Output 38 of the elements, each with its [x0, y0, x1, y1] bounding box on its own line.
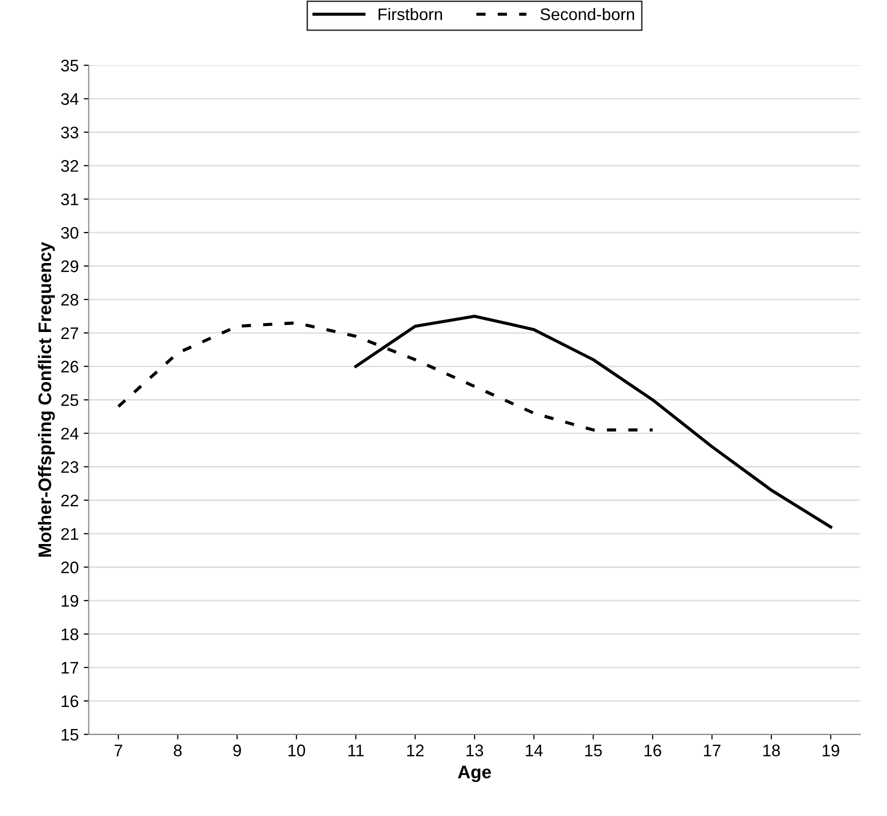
x-tick-label: 10 — [288, 744, 306, 756]
x-tick-label: 7 — [114, 744, 122, 756]
x-tick-label: 15 — [585, 744, 602, 756]
y-tick-label: 22 — [61, 494, 78, 506]
x-tick-label: 8 — [174, 744, 182, 756]
x-tick-label: 16 — [644, 744, 662, 756]
y-tick-label: 18 — [62, 628, 78, 640]
y-tick-label: 21 — [61, 528, 78, 540]
x-tick-label: 14 — [526, 744, 543, 756]
y-tick-label: 31 — [61, 194, 78, 206]
y-tick-label: 25 — [61, 394, 78, 406]
x-tick-label: 18 — [763, 744, 780, 756]
y-tick-label: 35 — [61, 60, 78, 72]
y-axis-title: Mother-Offspring Conflict Frequency — [38, 242, 55, 557]
x-tick-label: 17 — [704, 744, 720, 756]
y-tick-label: 16 — [62, 695, 78, 708]
y-tick-label: 27 — [61, 327, 78, 339]
y-tick-label: 15 — [62, 728, 78, 741]
y-tick-label: 28 — [61, 294, 78, 306]
y-tick-label: 29 — [61, 260, 78, 272]
legend-label: Second-born — [540, 8, 634, 20]
y-tick-label: 34 — [61, 93, 78, 105]
y-tick-label: 23 — [61, 461, 78, 473]
x-tick-label: 9 — [233, 744, 241, 756]
x-axis-title: Age — [458, 766, 491, 782]
y-tick-label: 24 — [61, 428, 78, 440]
y-tick-label: 26 — [61, 360, 78, 373]
legend-label: Firstborn — [378, 8, 442, 20]
x-tick-label: 12 — [407, 744, 424, 756]
y-tick-label: 32 — [61, 160, 78, 172]
y-tick-label: 20 — [61, 562, 78, 574]
x-tick-label: 13 — [466, 744, 484, 756]
y-tick-label: 17 — [62, 662, 78, 674]
x-tick-label: 11 — [348, 744, 364, 756]
y-tick-label: 19 — [62, 594, 78, 607]
y-tick-label: 33 — [61, 126, 78, 138]
x-tick-label: 19 — [822, 744, 840, 756]
y-tick-label: 30 — [61, 226, 78, 239]
